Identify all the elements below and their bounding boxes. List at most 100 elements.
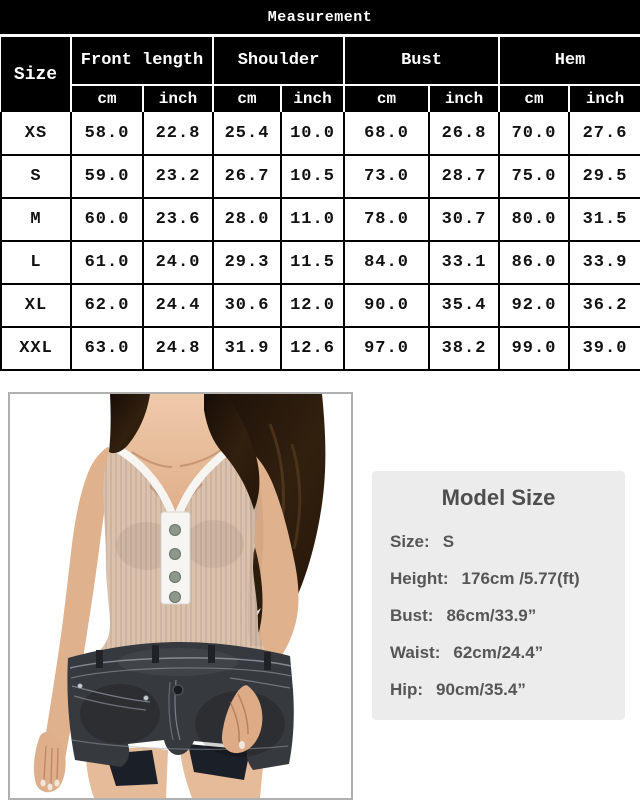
right-hand: [221, 685, 263, 754]
value-cell: 92.0: [499, 284, 571, 328]
value-cell: 33.1: [429, 241, 501, 285]
value-cell: 73.0: [344, 155, 431, 199]
value-cell: 23.2: [143, 155, 215, 199]
model-size-value: S: [442, 531, 455, 551]
model-size-label: Height:: [390, 568, 449, 588]
belt-loop: [96, 650, 103, 668]
value-cell: 12.6: [281, 327, 346, 371]
value-cell: 86.0: [499, 241, 571, 285]
value-cell: 35.4: [429, 284, 501, 328]
value-cell: 10.0: [281, 112, 346, 156]
table-row-m: M 60.0 23.6 28.0 11.0 78.0 30.7 80.0 31.…: [0, 198, 640, 242]
neckline-trim: [108, 438, 243, 605]
fingernail: [40, 779, 46, 787]
rivet: [143, 695, 149, 701]
value-cell: 78.0: [344, 198, 431, 242]
model-size-row-hip: Hip: 90cm/35.4”: [390, 671, 625, 708]
value-cell: 11.5: [281, 241, 346, 285]
model-photo: [8, 392, 353, 800]
size-cell: M: [0, 198, 72, 242]
model-size-row-height: Height: 176cm /5.77(ft): [390, 560, 625, 597]
model-size-row-size: Size: S: [390, 523, 625, 560]
unit-header: cm: [344, 85, 431, 112]
size-cell: XXL: [0, 327, 72, 371]
size-cell: XS: [0, 112, 72, 156]
table-row-xl: XL 62.0 24.4 30.6 12.0 90.0 35.4 92.0 36…: [0, 284, 640, 328]
value-cell: 90.0: [344, 284, 431, 328]
value-cell: 28.0: [213, 198, 283, 242]
unit-header: inch: [281, 85, 346, 112]
model-size-value: 176cm /5.77(ft): [461, 568, 580, 588]
value-cell: 63.0: [71, 327, 144, 371]
value-cell: 11.0: [281, 198, 346, 242]
jeans-button: [172, 684, 184, 696]
model-size-value: 90cm/35.4”: [436, 679, 526, 699]
value-cell: 26.8: [429, 112, 501, 156]
unit-header: cm: [499, 85, 571, 112]
value-cell: 10.5: [281, 155, 346, 199]
model-size-title: Model Size: [441, 485, 556, 510]
value-cell: 59.0: [71, 155, 144, 199]
table-row-l: L 61.0 24.0 29.3 11.5 84.0 33.1 86.0 33.…: [0, 241, 640, 285]
value-cell: 38.2: [429, 327, 501, 371]
unit-header: cm: [213, 85, 283, 112]
table-row-xs: XS 58.0 22.8 25.4 10.0 68.0 26.8 70.0 27…: [0, 112, 640, 156]
model-size-label: Waist:: [390, 642, 441, 662]
value-cell: 61.0: [71, 241, 144, 285]
table-row-s: S 59.0 23.2 26.7 10.5 73.0 28.7 75.0 29.…: [0, 155, 640, 199]
value-cell: 75.0: [499, 155, 571, 199]
snap-button: [169, 548, 181, 560]
value-cell: 33.9: [569, 241, 640, 285]
model-size-card: Model Size Size: S Height: 176cm /5.77(f…: [372, 471, 625, 720]
value-cell: 80.0: [499, 198, 571, 242]
unit-header: inch: [143, 85, 215, 112]
value-cell: 30.6: [213, 284, 283, 328]
value-cell: 99.0: [499, 327, 571, 371]
unit-header: inch: [569, 85, 640, 112]
snap-button: [169, 571, 181, 583]
model-size-rows: Size: S Height: 176cm /5.77(ft) Bust: 86…: [390, 523, 625, 708]
left-arm: [38, 444, 113, 786]
belt-loop: [208, 645, 215, 663]
column-header-shoulder: Shoulder: [213, 37, 346, 86]
value-cell: 29.5: [569, 155, 640, 199]
snap-buttons: [169, 524, 181, 603]
size-cell: XL: [0, 284, 72, 328]
value-cell: 22.8: [143, 112, 215, 156]
value-cell: 84.0: [344, 241, 431, 285]
model-size-label: Bust:: [390, 605, 434, 625]
size-chart-table: Size Front length Shoulder Bust Hem cm i…: [0, 37, 640, 371]
value-cell: 30.7: [429, 198, 501, 242]
size-cell: S: [0, 155, 72, 199]
rivet: [77, 683, 83, 689]
value-cell: 68.0: [344, 112, 431, 156]
value-cell: 23.6: [143, 198, 215, 242]
fingernail: [54, 779, 60, 787]
value-cell: 27.6: [569, 112, 640, 156]
column-header-bust: Bust: [344, 37, 501, 86]
column-header-size: Size: [1, 37, 72, 112]
value-cell: 12.0: [281, 284, 346, 328]
fingernail: [239, 741, 245, 749]
belt-loop: [264, 652, 271, 670]
model-size-row-waist: Waist: 62cm/24.4”: [390, 634, 625, 671]
value-cell: 62.0: [71, 284, 144, 328]
snap-button: [169, 524, 181, 536]
column-header-front-length: Front length: [71, 37, 215, 86]
model-size-value: 62cm/24.4”: [453, 642, 544, 662]
value-cell: 39.0: [569, 327, 640, 371]
value-cell: 24.8: [143, 327, 215, 371]
banner-divider: [0, 34, 640, 37]
left-hand: [33, 732, 66, 793]
table-row-xxl: XXL 63.0 24.8 31.9 12.6 97.0 38.2 99.0 3…: [0, 327, 640, 371]
size-cell: L: [0, 241, 72, 285]
value-cell: 28.7: [429, 155, 501, 199]
snap-button: [169, 591, 181, 603]
value-cell: 97.0: [344, 327, 431, 371]
value-cell: 29.3: [213, 241, 283, 285]
model-size-label: Size:: [390, 531, 430, 551]
value-cell: 58.0: [71, 112, 144, 156]
unit-header: cm: [71, 85, 144, 112]
value-cell: 25.4: [213, 112, 283, 156]
column-header-hem: Hem: [499, 37, 640, 86]
